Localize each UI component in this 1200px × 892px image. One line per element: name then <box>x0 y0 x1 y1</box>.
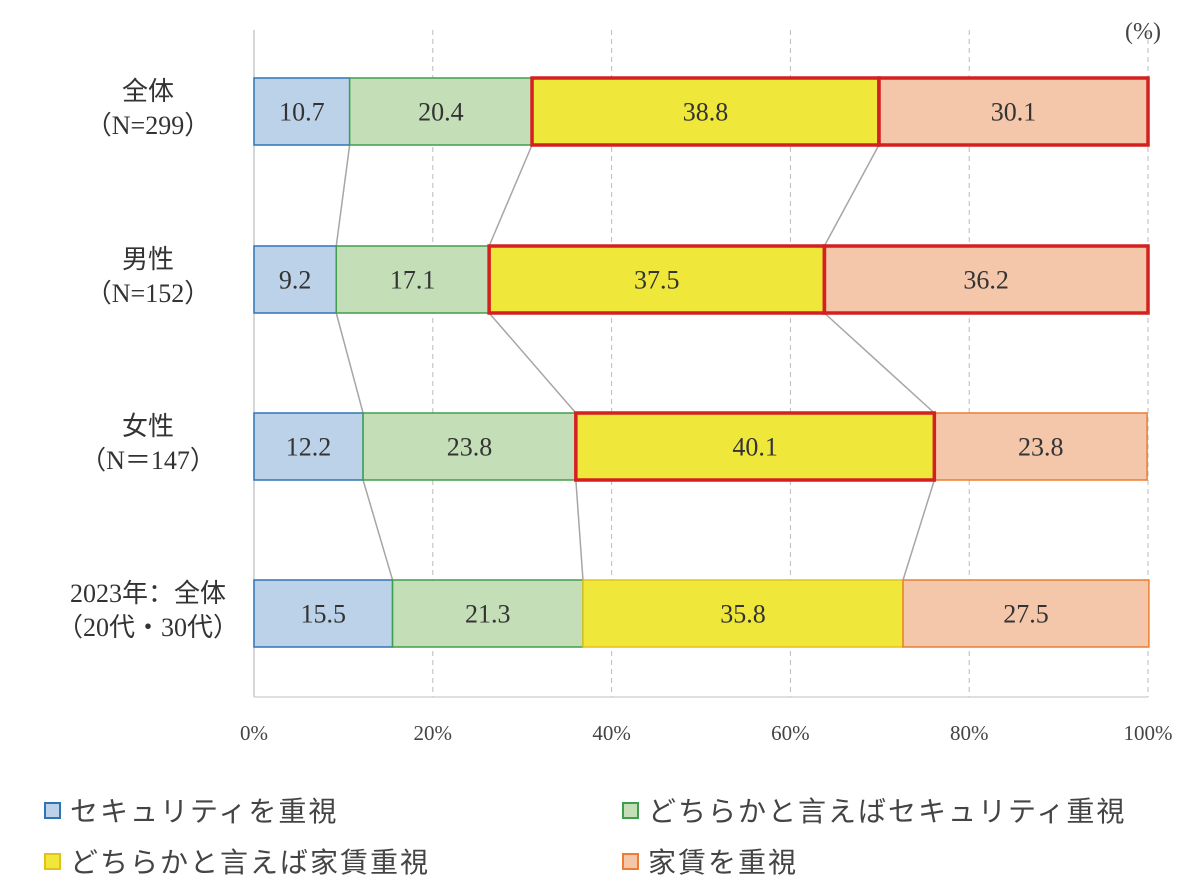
connector-line <box>823 144 880 247</box>
x-tick-label: 60% <box>771 721 810 745</box>
data-label: 15.5 <box>301 600 347 629</box>
x-tick-label: 100% <box>1124 721 1173 745</box>
category-label: 男性 <box>122 245 174 274</box>
data-label: 23.8 <box>1018 433 1064 462</box>
data-label: 35.8 <box>720 600 766 629</box>
highlight-border <box>574 411 937 482</box>
connector-line <box>362 479 394 581</box>
data-label: 9.2 <box>279 266 312 295</box>
legend-swatch <box>622 852 639 870</box>
connector-line <box>488 144 533 247</box>
bar-segment <box>253 77 351 146</box>
bar-segment <box>488 245 826 314</box>
category-label: 2023年：全体 <box>70 579 226 608</box>
data-label: 27.5 <box>1003 600 1049 629</box>
connector-line <box>335 312 364 414</box>
unit-label: (%) <box>1125 19 1161 45</box>
x-tick-label: 0% <box>240 721 268 745</box>
highlight-border <box>822 244 1150 315</box>
data-label: 37.5 <box>634 266 680 295</box>
bar-segment <box>391 579 584 648</box>
x-tick-label: 20% <box>414 721 453 745</box>
legend-label: どちらかと言えば家賃重視 <box>70 848 431 879</box>
connector-line <box>575 479 584 581</box>
data-label: 40.1 <box>732 433 778 462</box>
bar-segment <box>362 412 577 481</box>
legend-swatch <box>44 852 61 870</box>
bar-segment <box>902 579 1150 648</box>
data-label: 21.3 <box>465 600 511 629</box>
category-label: （N=299） <box>86 111 210 140</box>
legend-label: どちらかと言えばセキュリティ重視 <box>648 797 1127 828</box>
bar-segment <box>575 412 936 481</box>
data-label: 36.2 <box>963 266 1009 295</box>
data-label: 10.7 <box>279 98 325 127</box>
x-tick-label: 80% <box>950 721 989 745</box>
data-label: 12.2 <box>286 433 332 462</box>
data-label: 38.8 <box>683 98 729 127</box>
legend-label: セキュリティを重視 <box>70 797 339 828</box>
data-label: 17.1 <box>390 266 436 295</box>
bar-segment <box>348 77 533 146</box>
connector-line <box>488 312 577 414</box>
category-label: （N＝147） <box>80 446 216 475</box>
data-label: 20.4 <box>418 98 464 127</box>
category-label: （20代・30代） <box>57 613 239 642</box>
legend-swatch <box>622 801 639 819</box>
data-label: 23.8 <box>447 433 493 462</box>
bar-segment <box>253 412 364 481</box>
connector-line <box>823 312 935 414</box>
legend-item-rather-rent: どちらかと言えば家賃重視 <box>44 841 430 881</box>
legend-item-rather-security: どちらかと言えばセキュリティ重視 <box>622 790 1126 830</box>
legend-item-rent: 家賃を重視 <box>622 841 798 881</box>
bar-segment <box>253 245 337 314</box>
legend-item-security: セキュリティを重視 <box>44 790 338 830</box>
legend-swatch <box>44 801 61 819</box>
bar-segment <box>253 579 394 648</box>
category-label: （N=152） <box>86 279 210 308</box>
legend-label: 家賃を重視 <box>648 848 799 879</box>
bar-segment <box>582 579 904 648</box>
data-label: 30.1 <box>991 98 1037 127</box>
x-tick-label: 40% <box>592 721 631 745</box>
highlight-border <box>877 76 1150 147</box>
category-label: 全体 <box>122 77 174 106</box>
category-label: 女性 <box>122 412 174 441</box>
connector-line <box>902 479 936 581</box>
connector-line <box>335 144 351 247</box>
